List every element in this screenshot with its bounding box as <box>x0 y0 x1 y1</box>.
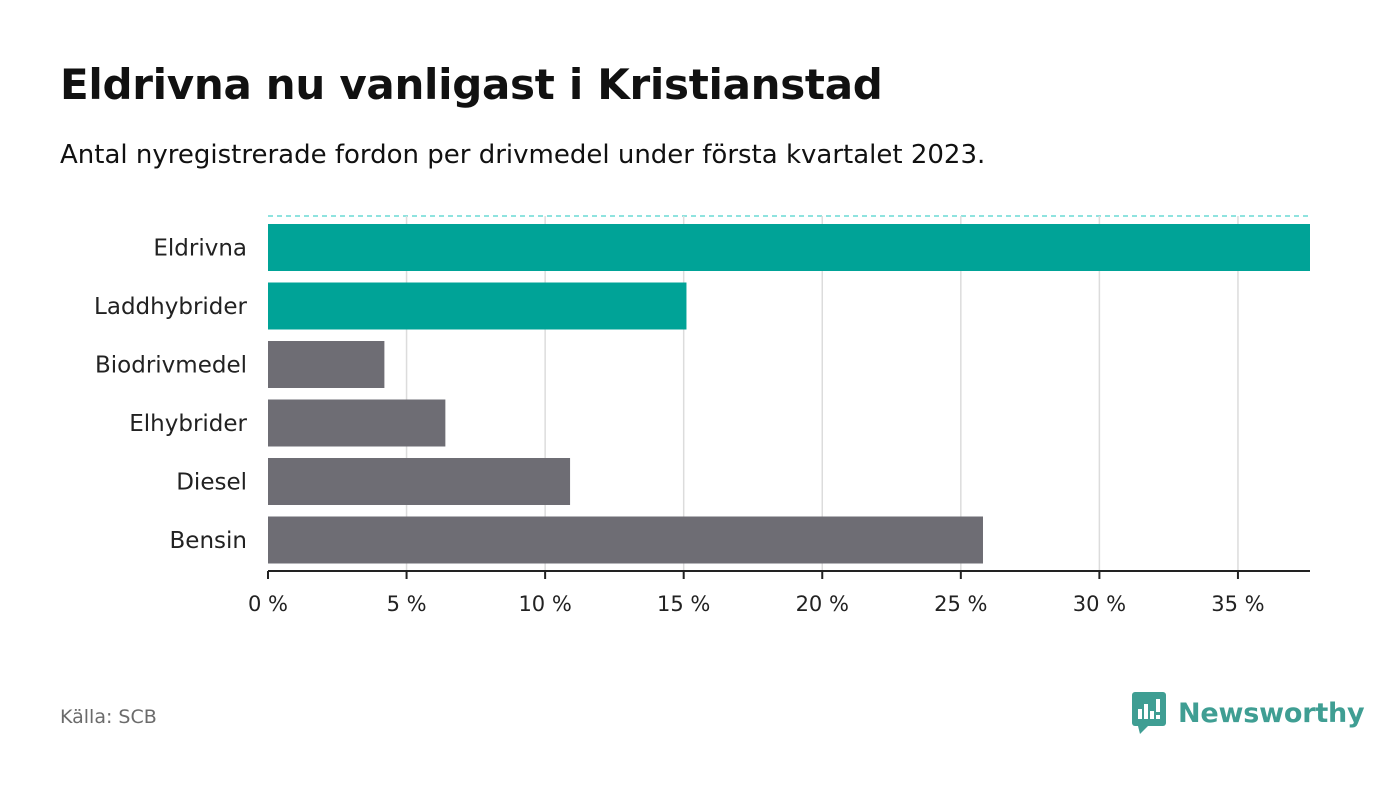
category-labels: Eldrivna Laddhybrider Biodrivmedel Elhybrid… <box>94 236 247 555</box>
bar <box>268 516 983 564</box>
bar-chart: 0 % 5 % 10 % 15 % 20 % 25 % 30 % 35 % Eldrivna L… <box>94 215 1310 616</box>
source-note: Källa: SCB <box>60 706 157 728</box>
x-tick-label: 15 % <box>657 592 710 616</box>
chart-subtitle: Antal nyregistrerade fordon per drivmede… <box>60 140 986 170</box>
category-label: Eldrivna <box>153 236 247 262</box>
x-tick-label: 20 % <box>796 592 849 616</box>
category-label: Diesel <box>176 470 247 496</box>
category-label: Bensin <box>170 528 247 554</box>
x-tick-label: 5 % <box>387 592 427 616</box>
bar <box>268 224 1310 271</box>
bar <box>268 399 446 447</box>
bar <box>268 341 385 388</box>
newsworthy-logo-icon <box>1132 692 1166 734</box>
x-tick-label: 10 % <box>518 592 571 616</box>
x-tick-label: 35 % <box>1211 592 1264 616</box>
x-axis: 0 % 5 % 10 % 15 % 20 % 25 % 30 % 35 % <box>248 570 1310 616</box>
chart-title: Eldrivna nu vanligast i Kristianstad <box>60 60 883 109</box>
newsworthy-logo: Newsworthy <box>1132 692 1365 734</box>
x-tick-label: 30 % <box>1073 592 1126 616</box>
bars <box>268 224 1310 564</box>
category-label: Elhybrider <box>129 411 247 437</box>
bar <box>268 458 571 505</box>
newsworthy-wordmark: Newsworthy <box>1178 697 1365 729</box>
x-tick-label: 0 % <box>248 592 288 616</box>
category-label: Biodrivmedel <box>95 353 247 379</box>
bar <box>268 282 687 330</box>
x-tick-label: 25 % <box>934 592 987 616</box>
category-label: Laddhybrider <box>94 294 247 320</box>
gridlines <box>268 215 1310 571</box>
